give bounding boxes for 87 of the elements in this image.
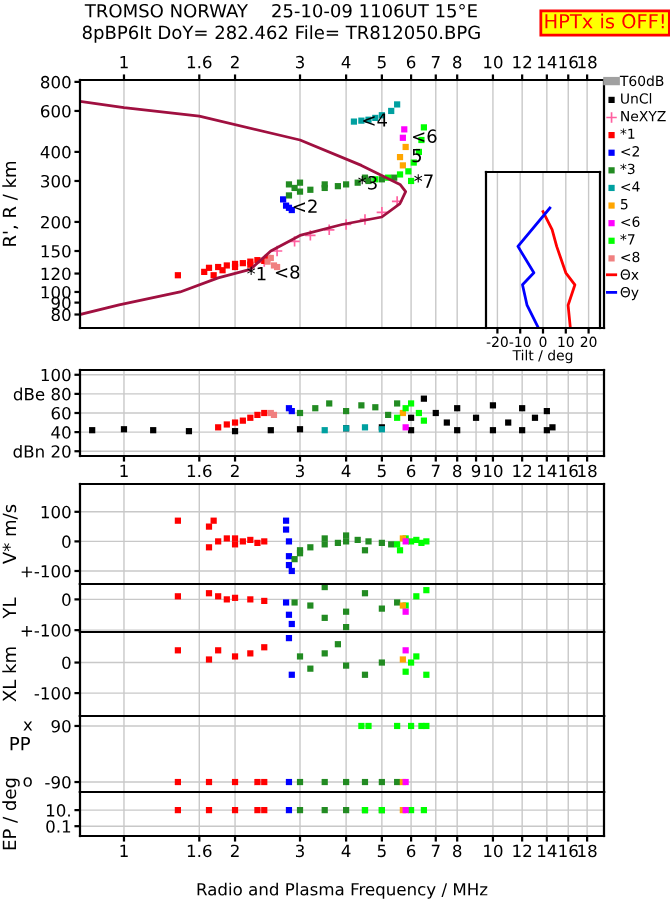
annotation: *7 (414, 174, 433, 188)
x-tick-label: 8 (453, 844, 462, 858)
x-tick-label: 4 (341, 56, 351, 69)
y-tick-label: 100 (41, 505, 71, 519)
x-tick-label: 3 (295, 55, 304, 69)
x-tick-label: 12 (513, 844, 532, 857)
x-tick-label: 18 (578, 55, 597, 69)
annotation: <4 (363, 113, 387, 127)
x-tick-label: 7 (431, 56, 440, 69)
y-tick-label: 0.1 (46, 820, 71, 833)
y-axis-title: YL (2, 597, 16, 619)
x-axis-title: Radio and Plasma Frequency / MHz (197, 882, 488, 899)
y-tick-label: 90 (51, 296, 71, 310)
text: x (23, 721, 33, 731)
x-tick-label: 4 (341, 464, 351, 477)
y-tick-label: 600 (41, 104, 71, 118)
x-tick-label: 6 (406, 464, 416, 478)
chart-subtitle: 8pBP6It DoY= 282.462 File= TR812050.BPG (82, 25, 480, 43)
x-tick-label: 5 (377, 464, 386, 478)
y-tick-label: dBn 20 (13, 444, 71, 458)
annotation: *1 (247, 266, 266, 281)
annotation: <8 (275, 265, 300, 279)
x-tick-label: 6 (406, 55, 416, 69)
x-tick-label: 1 (120, 844, 128, 857)
annotation: <6 (412, 129, 437, 144)
x-tick-label: 8 (453, 464, 462, 478)
y-tick-label: 0 (62, 535, 71, 548)
x-tick-label: 7 (431, 844, 440, 857)
y-tick-label: 60 (51, 406, 71, 420)
x-tick-label: 1.6 (187, 844, 212, 858)
annotation: <2 (293, 199, 317, 213)
y-tick-label: 0 (62, 656, 71, 670)
x-tick-label: 16 (559, 844, 578, 858)
y-tick-label: 100 (41, 285, 71, 299)
y-tick-label: 90 (51, 719, 71, 733)
x-tick-label: 5 (377, 844, 386, 858)
x-tick-label: 14 (538, 464, 557, 477)
y-tick-label: 10. (46, 804, 70, 817)
x-tick-label: 6 (406, 844, 416, 858)
text: o (23, 777, 32, 787)
x-tick-label: 2 (230, 55, 239, 69)
chart-title: TROMSO NORWAY 25-10-09 1106UT 15°E (84, 3, 477, 18)
x-tick-label: 1.6 (187, 464, 212, 478)
y-tick-label: 120 (41, 267, 71, 281)
x-tick-label: 1 (120, 56, 128, 69)
y-tick-label: +-100 (21, 624, 71, 637)
x-tick-label: 14 (538, 56, 557, 69)
y-axis-title: R', R / km (2, 161, 19, 246)
x-tick-label: 3 (295, 844, 304, 858)
x-tick-label: 5 (377, 56, 386, 69)
y-axis-title: EP / deg (2, 778, 20, 850)
y-tick-label: 400 (40, 145, 71, 159)
text: HPTx is OFF! (545, 13, 664, 29)
y-tick-label: 200 (41, 215, 71, 229)
x-tick-label: 1 (120, 464, 128, 477)
y-tick-label: 80 (51, 308, 71, 322)
x-tick-label: 16 (559, 55, 578, 69)
y-tick-label: 300 (41, 174, 71, 188)
y-tick-label: -100 (34, 687, 71, 700)
y-tick-label: 800 (40, 75, 71, 89)
x-tick-label: 18 (578, 464, 597, 478)
x-tick-label: 18 (578, 844, 597, 858)
x-tick-label: 16 (559, 464, 578, 478)
x-tick-label: 3 (295, 464, 304, 478)
x-tick-label: 2 (230, 844, 239, 857)
y-tick-label: 100 (41, 368, 71, 382)
y-tick-label: 0 (62, 593, 71, 606)
x-tick-label: 4 (341, 844, 351, 857)
x-tick-label: 12 (513, 464, 532, 477)
y-tick-label: +-100 (21, 564, 71, 578)
x-tick-label: 1.6 (187, 55, 212, 69)
y-axis-title: XL km (2, 647, 16, 702)
x-tick-label: 12 (513, 55, 532, 69)
x-tick-label: 14 (538, 844, 557, 857)
x-tick-label: 10 (484, 55, 503, 69)
y-tick-label: 40 (51, 426, 71, 439)
x-tick-label: 2 (230, 464, 239, 477)
x-tick-label: 10 (484, 844, 503, 858)
y-axis-title: V* m/s (2, 504, 18, 564)
x-tick-label: 10 (484, 464, 503, 478)
y-tick-label: dBe 80 (13, 387, 71, 401)
y-tick-label: -90 (45, 776, 71, 789)
x-tick-label: 7 (431, 464, 440, 477)
y-axis-title: PP (10, 737, 31, 751)
x-tick-label: 9 (471, 464, 481, 478)
y-tick-label: 150 (41, 244, 71, 258)
x-tick-label: 8 (453, 55, 462, 69)
